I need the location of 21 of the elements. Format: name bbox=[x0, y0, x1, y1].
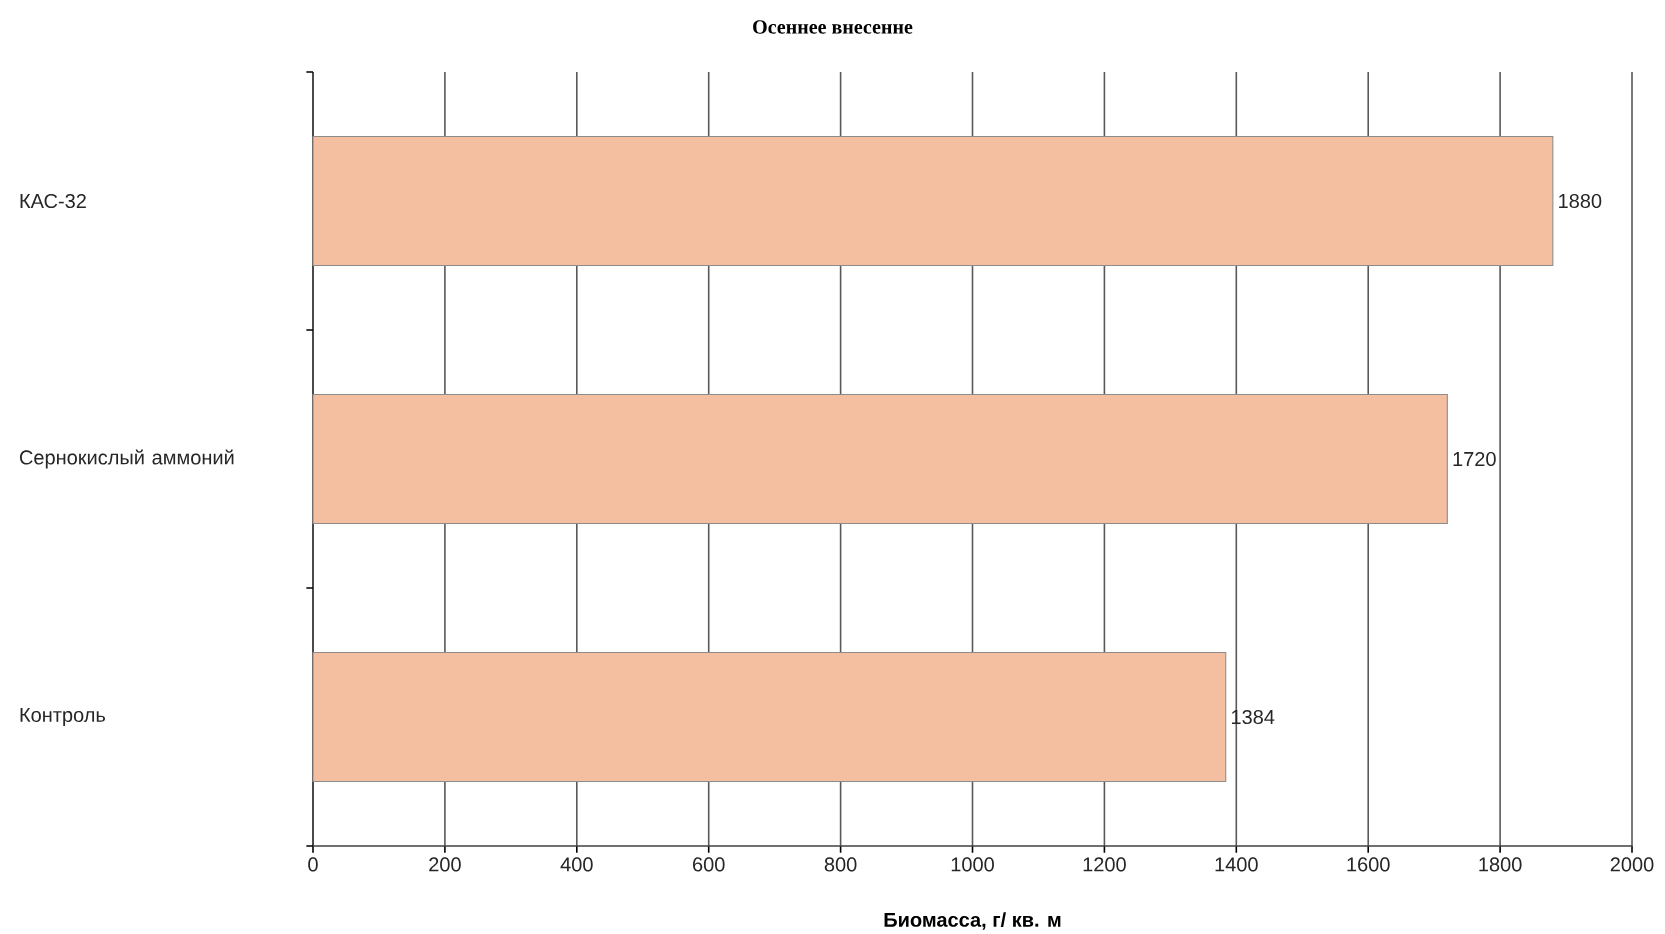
data-label: 1720 bbox=[1453, 451, 1496, 467]
x-tick-label: 1200 bbox=[1083, 857, 1126, 872]
x-tick-label: 600 bbox=[693, 857, 725, 872]
x-axis-title: Биомасса, г/ кв. м bbox=[884, 912, 1061, 930]
y-tick-label: Контроль bbox=[20, 708, 106, 726]
y-tick-label: Сернокислый аммоний bbox=[19, 449, 234, 469]
y-tick-label: КАС-32 bbox=[20, 193, 86, 209]
x-tick-label: 0 bbox=[308, 857, 318, 872]
x-tick-label: 2000 bbox=[1610, 857, 1654, 872]
x-tick-label: 400 bbox=[560, 857, 593, 872]
x-tick-label: 1400 bbox=[1215, 857, 1258, 872]
bar bbox=[312, 651, 1227, 783]
x-tick-label: 1000 bbox=[951, 857, 994, 872]
chart-title: Осеннее внесенне bbox=[753, 20, 913, 34]
bar bbox=[312, 135, 1554, 267]
x-tick-label: 1800 bbox=[1479, 857, 1522, 872]
data-label: 1880 bbox=[1559, 193, 1602, 209]
bar bbox=[312, 393, 1448, 525]
x-tick-label: 800 bbox=[824, 857, 857, 872]
x-tick-label: 1600 bbox=[1347, 857, 1390, 872]
x-tick-label: 200 bbox=[429, 857, 461, 872]
